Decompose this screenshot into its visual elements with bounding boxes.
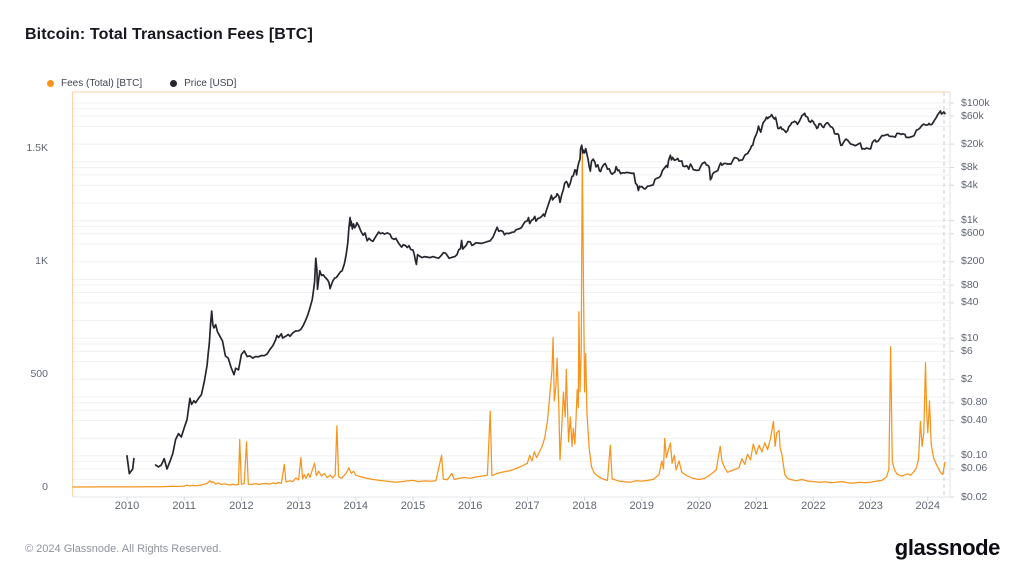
x-axis-label-2014: 2014 bbox=[343, 500, 369, 512]
legend-label-fees: Fees (Total) [BTC] bbox=[61, 78, 143, 89]
x-axis-label-2010: 2010 bbox=[114, 500, 140, 512]
price-line-series bbox=[126, 110, 946, 475]
x-axis-label-2023: 2023 bbox=[858, 500, 883, 512]
x-axis-label-2021: 2021 bbox=[743, 500, 769, 512]
right-axis-label-$20k: $20k bbox=[961, 137, 984, 150]
chart-legend: Fees (Total) [BTC] Price [USD] bbox=[47, 78, 236, 89]
fees-series-dot bbox=[47, 80, 54, 87]
right-axis-label-$1k: $1k bbox=[961, 214, 978, 227]
left-axis-label-0: 0 bbox=[42, 481, 48, 493]
price-series-dot bbox=[170, 80, 178, 87]
legend-item-price[interactable]: Price [USD] bbox=[170, 78, 236, 89]
x-axis-label-2013: 2013 bbox=[286, 500, 311, 512]
right-axis-label-$100k: $100k bbox=[961, 96, 990, 109]
right-axis-label-$40: $40 bbox=[961, 296, 979, 309]
fees-line-series bbox=[72, 151, 946, 488]
x-axis-label-2015: 2015 bbox=[400, 500, 426, 512]
right-axis-label-$0.02: $0.02 bbox=[961, 490, 988, 503]
left-axis-label-500: 500 bbox=[30, 367, 48, 380]
right-axis-label-$600: $600 bbox=[961, 227, 985, 240]
legend-label-price: Price [USD] bbox=[184, 78, 237, 89]
x-axis-label-2016: 2016 bbox=[457, 500, 483, 512]
left-axis-label-1.5K: 1.5K bbox=[26, 141, 48, 154]
right-axis-label-$200: $200 bbox=[961, 255, 985, 268]
legend-item-fees[interactable]: Fees (Total) [BTC] bbox=[47, 78, 142, 89]
x-axis-label-2011: 2011 bbox=[172, 500, 197, 512]
right-axis-label-$6: $6 bbox=[961, 344, 973, 357]
right-axis-label-$0.40: $0.40 bbox=[961, 414, 988, 426]
x-axis-label-2019: 2019 bbox=[629, 500, 655, 512]
right-axis-label-$4k: $4k bbox=[961, 178, 978, 191]
left-axis-label-1K: 1K bbox=[35, 254, 48, 267]
right-axis-label-$0.80: $0.80 bbox=[961, 396, 988, 409]
right-axis-label-$10: $10 bbox=[961, 331, 979, 344]
x-axis-label-2017: 2017 bbox=[515, 500, 540, 512]
copyright-text: © 2024 Glassnode. All Rights Reserved. bbox=[25, 543, 222, 555]
x-axis-label-2018: 2018 bbox=[572, 500, 597, 512]
x-axis-label-2024: 2024 bbox=[915, 500, 941, 512]
right-axis-label-$0.10: $0.10 bbox=[961, 449, 988, 462]
glassnode-logo: glassnode bbox=[894, 535, 1001, 560]
right-axis-label-$60k: $60k bbox=[961, 109, 984, 122]
x-axis-label-2022: 2022 bbox=[801, 500, 826, 512]
right-axis-label-$2: $2 bbox=[961, 372, 973, 385]
right-axis-label-$8k: $8k bbox=[961, 161, 978, 174]
chart-title: Bitcoin: Total Transaction Fees [BTC] bbox=[25, 26, 313, 43]
x-axis-label-2012: 2012 bbox=[229, 500, 254, 512]
right-axis-label-$80: $80 bbox=[961, 278, 979, 291]
x-axis-label-2020: 2020 bbox=[686, 500, 712, 512]
right-axis-label-$0.06: $0.06 bbox=[961, 462, 988, 475]
